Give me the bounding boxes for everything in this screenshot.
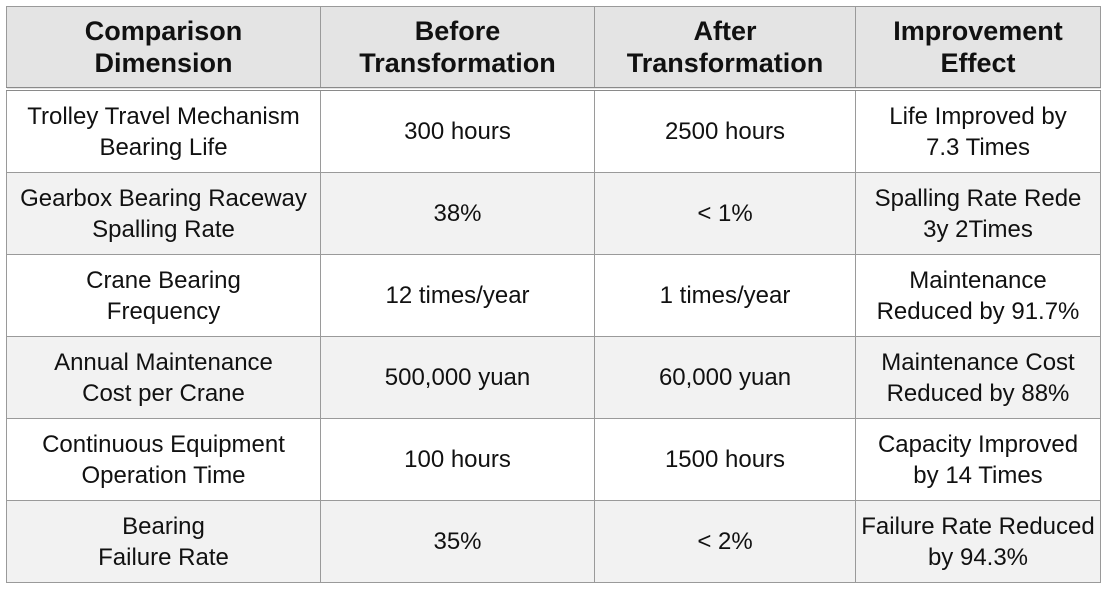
table-cell: Maintenance Reduced by 91.7% [855, 254, 1101, 337]
table-cell: Capacity Improved by 14 Times [855, 418, 1101, 501]
cell-line: 1 times/year [659, 282, 791, 309]
cell-line: Comparison [84, 16, 243, 46]
cell-line: Spalling Rate [92, 215, 235, 243]
table-cell: Trolley Travel Mechanism Bearing Life [6, 88, 321, 173]
cell-line: Improvement [893, 16, 1063, 46]
table-row: Annual Maintenance Cost per Crane 500,000 … [6, 336, 1101, 419]
table-cell: 60,000 yuan [594, 336, 856, 419]
cell-line: by 94.3% [927, 543, 1029, 571]
cell-line: Failure Rate [98, 543, 229, 571]
table-cell: 35% [320, 500, 595, 583]
table-cell: 500,000 yuan [320, 336, 595, 419]
cell-line: Bearing [122, 512, 205, 540]
cell-line: Bearing Life [99, 133, 228, 161]
table-row: Continuous Equipment Operation Time 100 ho… [6, 418, 1101, 501]
table-cell: 12 times/year [320, 254, 595, 337]
table-cell: < 2% [594, 500, 856, 583]
cell-line: Spalling Rate Rede [874, 184, 1082, 212]
table-cell: Crane Bearing Frequency [6, 254, 321, 337]
cell-line: Maintenance [909, 266, 1047, 294]
cell-line: Reduced by 88% [886, 379, 1070, 407]
cell-line: 1500 hours [664, 446, 786, 473]
cell-line: After [693, 16, 757, 46]
cell-line: Gearbox Bearing Raceway [20, 184, 307, 212]
cell-line: 100 hours [404, 446, 511, 473]
cell-line: Transformation [626, 48, 824, 78]
cell-line: Life Improved by [889, 102, 1067, 130]
table-cell: Life Improved by 7.3 Times [855, 88, 1101, 173]
table-cell: 38% [320, 172, 595, 255]
cell-line: 3y 2Times [923, 215, 1033, 243]
cell-line: 35% [433, 528, 482, 555]
cell-line: < 2% [697, 528, 753, 555]
cell-line: Reduced by 91.7% [876, 297, 1080, 325]
table-cell: 300 hours [320, 88, 595, 173]
table-cell: Annual Maintenance Cost per Crane [6, 336, 321, 419]
header-row: Comparison Dimension Before Transformation A… [6, 6, 1101, 91]
cell-line: Maintenance Cost [881, 348, 1075, 376]
table-cell: Gearbox Bearing Raceway Spalling Rate [6, 172, 321, 255]
cell-line: Cost per Crane [82, 379, 245, 407]
cell-line: Effect [940, 48, 1016, 78]
cell-line: 38% [433, 200, 482, 227]
cell-line: Transformation [359, 48, 556, 78]
table-row: Trolley Travel Mechanism Bearing Life 300 … [6, 88, 1101, 173]
cell-line: Capacity Improved [877, 430, 1079, 458]
cell-line: 12 times/year [385, 282, 530, 309]
cell-line: Continuous Equipment [42, 430, 285, 458]
cell-line: Dimension [94, 48, 233, 78]
cell-line: 60,000 yuan [658, 364, 792, 391]
cell-line: < 1% [697, 200, 753, 227]
cell-line: Trolley Travel Mechanism [27, 102, 300, 130]
table-cell: 1500 hours [594, 418, 856, 501]
cell-line: 500,000 yuan [384, 364, 531, 391]
table-cell: Failure Rate Reduced by 94.3% [855, 500, 1101, 583]
table-cell: Maintenance Cost Reduced by 88% [855, 336, 1101, 419]
table-row: Gearbox Bearing Raceway Spalling Rate 38% <… [6, 172, 1101, 255]
header-cell: Improvement Effect [855, 6, 1101, 91]
table-header: Comparison Dimension Before Transformation A… [6, 6, 1101, 91]
table-cell: 2500 hours [594, 88, 856, 173]
cell-line: Annual Maintenance [54, 348, 273, 376]
cell-line: 300 hours [404, 118, 511, 145]
cell-line: Before [414, 16, 501, 46]
cell-line: by 14 Times [913, 461, 1043, 489]
table-cell: < 1% [594, 172, 856, 255]
header-cell: After Transformation [594, 6, 856, 91]
cell-line: Frequency [106, 297, 221, 325]
table-cell: 1 times/year [594, 254, 856, 337]
cell-line: 7.3 Times [925, 133, 1031, 161]
table-cell: Spalling Rate Rede 3y 2Times [855, 172, 1101, 255]
cell-line: 2500 hours [664, 118, 786, 145]
cell-line: Operation Time [81, 461, 246, 489]
table-cell: Bearing Failure Rate [6, 500, 321, 583]
cell-line: Failure Rate Reduced [861, 512, 1095, 540]
table-row: Bearing Failure Rate 35% < 2% Failure Rate R… [6, 500, 1101, 583]
table-cell: 100 hours [320, 418, 595, 501]
table-body: Trolley Travel Mechanism Bearing Life 300 … [6, 88, 1101, 583]
cell-line: Crane Bearing [86, 266, 241, 294]
comparison-table: Comparison Dimension Before Transformation A… [6, 6, 1101, 583]
table-cell: Continuous Equipment Operation Time [6, 418, 321, 501]
header-cell: Comparison Dimension [6, 6, 321, 91]
table-row: Crane Bearing Frequency 12 times/year 1 tim… [6, 254, 1101, 337]
header-cell: Before Transformation [320, 6, 595, 91]
